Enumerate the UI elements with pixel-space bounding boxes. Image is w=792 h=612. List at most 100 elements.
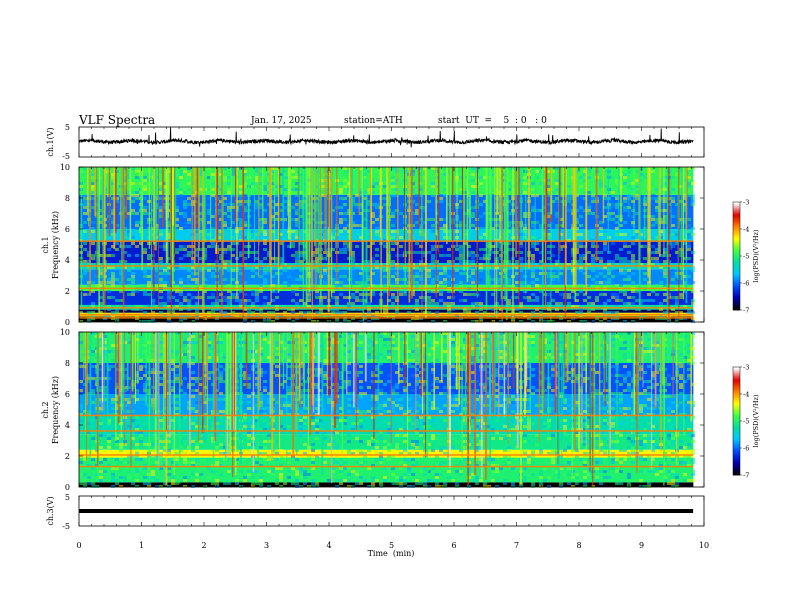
spectrogram-speckle <box>351 338 355 341</box>
spectrogram-speckle <box>171 404 175 407</box>
colorbar-segment <box>733 203 740 206</box>
spectrogram-speckle <box>355 263 359 266</box>
spectrogram-speckle <box>651 386 655 389</box>
spectrogram-speckle <box>111 407 115 410</box>
spectrogram-speckle <box>583 191 587 194</box>
spectrogram-speckle <box>443 173 447 176</box>
spectrogram-speckle <box>491 251 495 254</box>
spectrogram-speckle <box>647 305 651 308</box>
spectrogram-speckle <box>611 296 615 299</box>
spectrogram-speckle <box>175 179 179 182</box>
spectrogram-speckle <box>471 347 475 350</box>
spectrogram-speckle <box>183 215 187 218</box>
spectrogram-speckle <box>187 203 191 206</box>
spectrogram-speckle <box>443 404 447 407</box>
spectrogram-speckle <box>687 218 691 221</box>
spectrogram-speckle <box>311 320 315 323</box>
spectrogram-speckle <box>687 401 691 404</box>
spectrogram-speckle <box>303 182 307 185</box>
spectrogram-speckle <box>159 209 163 212</box>
spectrogram-speckle <box>291 191 295 194</box>
spectrogram-speckle <box>279 362 283 365</box>
spectrogram-speckle <box>355 194 359 197</box>
spectrogram-speckle <box>559 233 563 236</box>
spectrogram-speckle <box>143 197 147 200</box>
spectrogram-speckle <box>279 233 283 236</box>
spectrogram-speckle <box>223 305 227 308</box>
spectrogram-sferic <box>191 167 193 260</box>
spectrogram-speckle <box>583 263 587 266</box>
spectrogram-speckle <box>255 206 259 209</box>
spectrogram-speckle <box>559 377 563 380</box>
spectrogram-speckle <box>83 383 87 386</box>
spectrogram-speckle <box>679 401 683 404</box>
spectrogram-speckle <box>99 353 103 356</box>
spectrogram-speckle <box>431 404 435 407</box>
spectrogram-speckle <box>415 266 419 269</box>
spectrogram-speckle <box>331 389 335 392</box>
spectrogram-speckle <box>655 236 659 239</box>
spectrogram-speckle <box>579 224 583 227</box>
spectrogram-sferic <box>677 167 679 280</box>
spectrogram-speckle <box>655 233 659 236</box>
spectrogram-speckle <box>567 362 571 365</box>
spectrogram-speckle <box>287 377 291 380</box>
spectrogram-speckle <box>199 224 203 227</box>
spectrogram-speckle <box>299 362 303 365</box>
spectrogram-speckle <box>99 194 103 197</box>
spectrogram-speckle <box>91 191 95 194</box>
spectrogram-speckle <box>243 182 247 185</box>
spectrogram-speckle <box>351 221 355 224</box>
spectrogram-speckle <box>259 368 263 371</box>
spectrogram-speckle <box>395 263 399 266</box>
spectrogram-speckle <box>463 344 467 347</box>
spectrogram-speckle <box>275 218 279 221</box>
spectrogram-speckle <box>311 254 315 257</box>
spectrogram-speckle <box>587 170 591 173</box>
spectrogram-speckle <box>447 236 451 239</box>
spectrogram-speckle <box>311 206 315 209</box>
spectrogram-speckle <box>403 293 407 296</box>
spectrogram-speckle <box>179 245 183 248</box>
spectrogram-speckle <box>99 284 103 287</box>
spectrogram-speckle <box>435 341 439 344</box>
spectrogram-speckle <box>131 233 135 236</box>
spectrogram-speckle <box>339 371 343 374</box>
spectrogram-speckle <box>115 398 119 401</box>
spectrogram-speckle <box>143 212 147 215</box>
spectrogram-speckle <box>395 347 399 350</box>
spectrogram-speckle <box>471 224 475 227</box>
spectrogram-speckle <box>407 311 411 314</box>
spectrogram-speckle <box>91 311 95 314</box>
spectrogram-speckle <box>395 233 399 236</box>
spectrogram-speckle <box>383 269 387 272</box>
spectrogram-speckle <box>123 206 127 209</box>
spectrogram-speckle <box>571 380 575 383</box>
spectrogram-speckle <box>123 305 127 308</box>
spectrogram-speckle <box>87 251 91 254</box>
colorbar-segment <box>733 227 740 230</box>
spectrogram-speckle <box>127 188 131 191</box>
spectrogram-speckle <box>191 356 195 359</box>
spectrogram-speckle <box>623 275 627 278</box>
spectrogram-speckle <box>131 167 135 170</box>
spectrogram-speckle <box>343 362 347 365</box>
spectrogram-speckle <box>359 206 363 209</box>
spectrogram-speckle <box>299 200 303 203</box>
spectrogram-speckle <box>347 362 351 365</box>
spectrogram-speckle <box>343 218 347 221</box>
spectrogram-speckle <box>447 290 451 293</box>
spectrogram-speckle <box>495 404 499 407</box>
spectrogram-sferic <box>305 167 308 307</box>
spectrogram-speckle <box>139 377 143 380</box>
spectrogram-speckle <box>531 221 535 224</box>
spectrogram-speckle <box>651 374 655 377</box>
spectrogram-speckle <box>275 344 279 347</box>
spectrogram-speckle <box>431 278 435 281</box>
spectrogram-speckle <box>91 176 95 179</box>
spectrogram-speckle <box>623 407 627 410</box>
spectrogram-speckle <box>683 380 687 383</box>
spectrogram-speckle <box>115 248 119 251</box>
colorbar-segment <box>733 229 740 232</box>
spectrogram-speckle <box>279 203 283 206</box>
